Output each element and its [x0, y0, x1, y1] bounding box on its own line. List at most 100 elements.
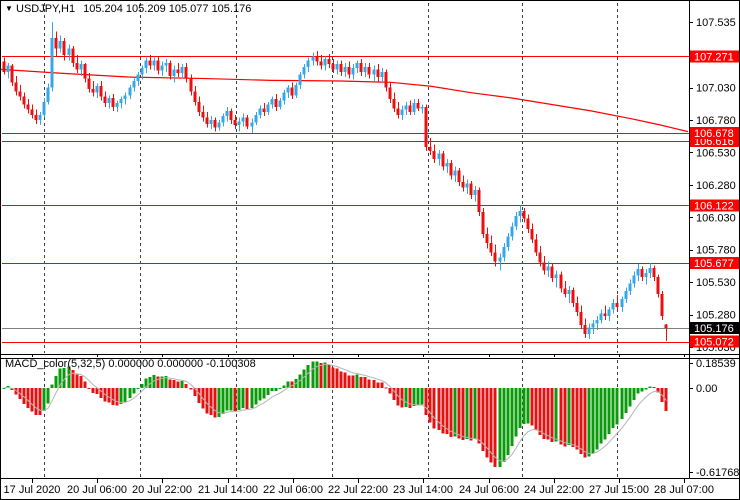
- candle-body-down: [14, 82, 18, 92]
- macd-bar: [225, 388, 229, 411]
- candle-body-up: [343, 66, 347, 72]
- candle-body-up: [225, 110, 229, 117]
- time-axis-label: 24 Jul 22:00: [524, 484, 584, 496]
- macd-bar: [335, 368, 339, 388]
- candle-body-down: [530, 228, 534, 240]
- candle-body-down: [376, 69, 380, 78]
- candle-body-down: [26, 104, 30, 110]
- candle-body-down: [111, 97, 115, 107]
- candle-body-down: [449, 162, 453, 176]
- candle-body-down: [550, 266, 554, 279]
- candle-body-up: [38, 114, 42, 120]
- macd-bar: [481, 388, 485, 452]
- macd-bar: [164, 375, 168, 388]
- candle-body-up: [412, 103, 416, 113]
- candle-body-down: [522, 210, 526, 219]
- macd-bar: [636, 388, 640, 394]
- time-axis-label: 21 Jul 14:00: [198, 484, 258, 496]
- macd-bar: [180, 381, 184, 388]
- price-line-label: 105.677: [694, 258, 734, 270]
- price-tick-label: 107.535: [696, 17, 736, 29]
- candle-body-down: [559, 274, 563, 289]
- candle-body-down: [30, 109, 34, 115]
- collapse-triangle-icon[interactable]: ▼: [5, 4, 13, 13]
- candle-body-down: [660, 293, 664, 316]
- macd-bar: [632, 388, 636, 400]
- candle-body-down: [664, 324, 668, 329]
- candle-body-up: [115, 103, 119, 107]
- candle-body-down: [274, 99, 278, 107]
- macd-bar: [266, 388, 270, 395]
- candle-body-up: [648, 267, 652, 274]
- macd-bar: [416, 388, 420, 406]
- macd-bar: [30, 388, 34, 412]
- candle-body-down: [384, 71, 388, 88]
- macd-bar: [75, 374, 79, 388]
- candle-body-up: [335, 64, 339, 70]
- candle-body-down: [197, 101, 201, 113]
- candle-body-up: [351, 68, 355, 75]
- candle-body-up: [241, 117, 245, 122]
- macd-bar: [67, 366, 71, 388]
- candle-body-up: [437, 153, 441, 159]
- candle-body-up: [140, 68, 144, 75]
- macd-bar: [176, 381, 180, 388]
- candle-body-up: [567, 289, 571, 294]
- candle-body-down: [583, 324, 587, 335]
- candle-body-up: [465, 183, 469, 188]
- candle-body-up: [306, 60, 310, 67]
- candle-body-down: [262, 108, 266, 113]
- macd-bar: [172, 380, 176, 388]
- macd-bar: [71, 370, 75, 388]
- candle-body-up: [50, 38, 54, 88]
- candle-body-down: [327, 58, 331, 65]
- candle-body-up: [58, 40, 62, 49]
- macd-bar: [42, 388, 46, 411]
- macd-bar: [351, 375, 355, 388]
- macd-tick-label: 0.00: [696, 383, 717, 395]
- macd-bar: [563, 388, 567, 447]
- macd-bar: [213, 388, 217, 418]
- macd-bar: [46, 388, 50, 404]
- candle-body-down: [367, 66, 371, 75]
- macd-bar: [323, 362, 327, 388]
- macd-tick-label: -0.61768: [696, 467, 739, 479]
- price-line-label-box: [690, 257, 739, 270]
- macd-bar: [217, 388, 221, 417]
- bid-price-label-box: [690, 322, 739, 335]
- candle-body-down: [205, 117, 209, 124]
- time-axis-label: 20 Jul 06:00: [67, 484, 127, 496]
- macd-bar: [140, 383, 144, 388]
- time-axis-label: 20 Jul 22:00: [132, 484, 192, 496]
- candle-body-down: [290, 87, 294, 96]
- macd-bar: [420, 388, 424, 405]
- candle-body-down: [99, 86, 103, 97]
- price-tick-label: 106.030: [696, 212, 736, 224]
- macd-bar: [550, 388, 554, 443]
- macd-bar: [384, 387, 388, 389]
- macd-bar: [2, 388, 6, 389]
- macd-bar: [111, 388, 115, 406]
- candle-body-down: [652, 267, 656, 277]
- macd-bar: [319, 363, 323, 388]
- candle-body-down: [656, 276, 660, 294]
- candle-body-down: [416, 103, 420, 109]
- macd-bar: [270, 388, 274, 392]
- candle-body-down: [457, 170, 461, 183]
- macd-bar: [489, 388, 493, 463]
- macd-bar: [469, 388, 473, 441]
- macd-bar: [380, 382, 384, 388]
- price-tick-label: 105.530: [696, 277, 736, 289]
- macd-signal-line: [3, 364, 667, 462]
- macd-bar: [343, 372, 347, 388]
- candle-body-up: [217, 122, 221, 128]
- symbol-period-label: USDJPY,H1: [16, 3, 76, 15]
- candle-body-up: [6, 65, 10, 72]
- macd-bar: [445, 388, 449, 434]
- candle-body-down: [331, 64, 335, 70]
- macd-bar: [404, 388, 408, 407]
- price-line-label-box: [690, 335, 739, 348]
- macd-bar: [156, 376, 160, 388]
- macd-bar: [83, 381, 87, 388]
